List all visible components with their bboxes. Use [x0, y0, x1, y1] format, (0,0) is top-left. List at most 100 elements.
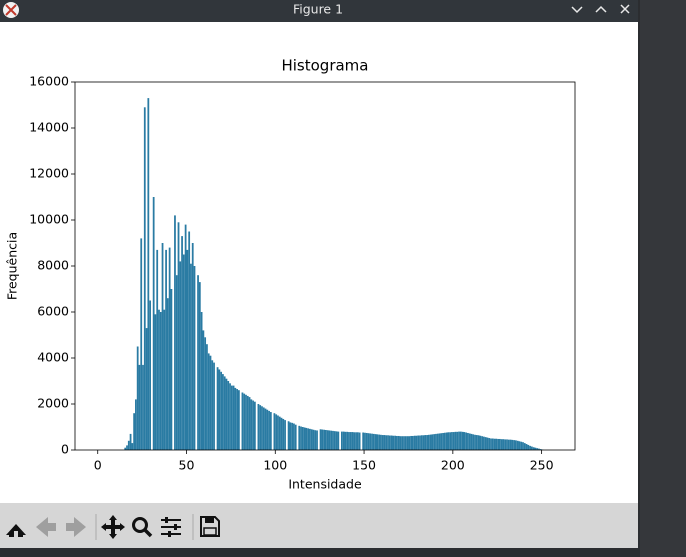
- bar: [374, 434, 377, 450]
- bar: [454, 431, 457, 450]
- bar: [188, 231, 191, 450]
- close-button[interactable]: [620, 4, 630, 14]
- bar: [229, 383, 231, 450]
- bar: [380, 434, 382, 450]
- bar: [145, 328, 148, 450]
- bar: [369, 433, 372, 450]
- bar: [252, 400, 254, 450]
- y-tick-label: 12000: [29, 166, 69, 181]
- pan-button[interactable]: [101, 515, 125, 539]
- bar: [312, 429, 315, 450]
- bar: [197, 275, 199, 450]
- bar: [358, 432, 361, 450]
- bar: [426, 435, 428, 450]
- bar: [499, 438, 501, 450]
- bar: [287, 421, 290, 450]
- y-tick-label: 6000: [37, 304, 69, 319]
- bar: [433, 434, 436, 450]
- maximize-button[interactable]: [595, 5, 607, 13]
- bar: [484, 437, 487, 450]
- bar: [539, 449, 542, 450]
- bar: [158, 309, 160, 450]
- bar: [257, 404, 260, 450]
- bar: [502, 439, 505, 450]
- bar: [259, 405, 262, 450]
- app-icon-glyph: [5, 4, 17, 16]
- bar: [234, 387, 237, 450]
- bar: [222, 374, 224, 450]
- bar: [277, 415, 279, 450]
- bar: [429, 434, 432, 450]
- bar: [236, 389, 238, 450]
- bar: [412, 435, 414, 450]
- bar: [365, 432, 368, 450]
- bar: [335, 431, 338, 450]
- bar: [456, 431, 459, 450]
- bar: [340, 431, 343, 450]
- bar: [486, 437, 489, 450]
- y-tick-label: 4000: [37, 350, 69, 365]
- zoom-button[interactable]: [132, 517, 148, 533]
- bar: [190, 263, 192, 450]
- bar: [209, 355, 212, 450]
- forward-button[interactable]: [66, 517, 86, 537]
- bar: [355, 432, 357, 450]
- bar: [536, 448, 539, 450]
- bar: [342, 431, 345, 450]
- bar: [182, 254, 185, 450]
- bar: [344, 431, 347, 450]
- bar: [136, 346, 139, 450]
- bar: [211, 360, 214, 450]
- bar: [388, 435, 391, 450]
- bar: [207, 353, 210, 450]
- bar: [289, 422, 292, 450]
- figure-canvas: [0, 22, 638, 503]
- bar: [362, 432, 365, 450]
- zoom-handle: [143, 528, 153, 538]
- minimize-button[interactable]: [571, 6, 583, 14]
- bar: [191, 243, 194, 450]
- bar: [310, 429, 313, 450]
- bar: [447, 432, 450, 450]
- bar: [133, 413, 136, 450]
- bar: [245, 394, 247, 450]
- bar: [479, 435, 482, 450]
- bar: [356, 432, 359, 450]
- bar: [348, 432, 350, 450]
- x-tick-label: 50: [179, 458, 195, 473]
- bar: [385, 435, 388, 450]
- bar: [248, 397, 251, 450]
- bar: [250, 399, 253, 450]
- bar: [181, 236, 183, 450]
- bar: [165, 249, 167, 450]
- back-button[interactable]: [36, 517, 56, 537]
- bar: [367, 433, 370, 450]
- bar: [156, 249, 159, 450]
- bar: [328, 430, 331, 450]
- bar: [269, 412, 272, 450]
- bar: [506, 439, 508, 450]
- save-icon-part: [205, 517, 214, 523]
- bar: [500, 439, 503, 450]
- bar: [161, 243, 164, 450]
- y-tick-label: 10000: [29, 212, 69, 227]
- bar: [397, 435, 400, 450]
- bar: [406, 436, 409, 450]
- bar: [261, 406, 263, 450]
- y-tick-label: 16000: [29, 74, 69, 89]
- bar: [282, 418, 285, 450]
- bar: [278, 416, 281, 450]
- bar: [294, 424, 297, 450]
- bar: [333, 431, 336, 450]
- x-tick-label: 0: [94, 458, 102, 473]
- x-tick-label: 250: [530, 458, 554, 473]
- bar: [490, 438, 492, 450]
- home-button[interactable]: [6, 524, 26, 537]
- bar: [326, 430, 329, 450]
- save-icon-part: [203, 527, 217, 536]
- bar: [314, 430, 317, 450]
- bar: [417, 435, 420, 450]
- bar: [378, 434, 381, 450]
- bar: [364, 432, 366, 450]
